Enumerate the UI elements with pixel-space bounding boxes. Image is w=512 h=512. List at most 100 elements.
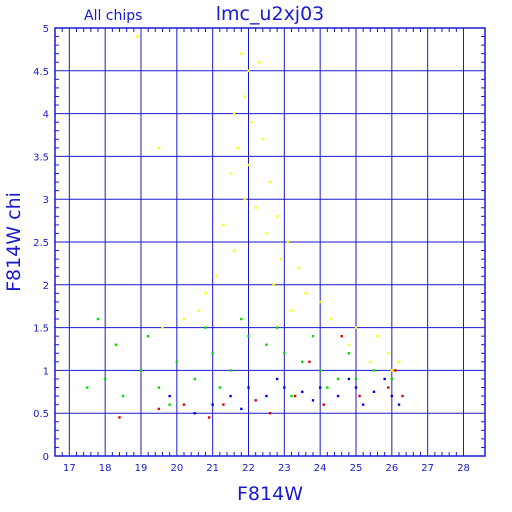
- data-point: [218, 386, 222, 389]
- data-point: [232, 249, 236, 252]
- data-point: [118, 416, 121, 419]
- data-point: [157, 386, 161, 389]
- data-point: [290, 309, 293, 312]
- data-point: [193, 377, 196, 381]
- data-point: [372, 390, 376, 393]
- y-tick-label: 3: [43, 195, 49, 206]
- x-tick-label: 21: [206, 463, 219, 474]
- data-point: [232, 112, 236, 115]
- data-point: [394, 369, 397, 372]
- data-point: [157, 146, 161, 150]
- data-point: [204, 326, 207, 329]
- data-point: [211, 352, 214, 355]
- data-point: [247, 386, 250, 389]
- x-tick-label: 22: [242, 463, 255, 474]
- data-point: [279, 257, 282, 261]
- x-tick-label: 26: [385, 463, 398, 474]
- data-point: [347, 377, 351, 381]
- x-tick-label: 20: [170, 463, 183, 474]
- data-point: [308, 360, 311, 364]
- data-point: [383, 377, 386, 381]
- chart-subtitle: All chips: [84, 8, 142, 24]
- data-point: [301, 390, 304, 393]
- data-point: [275, 326, 279, 329]
- data-point: [229, 394, 232, 398]
- data-point: [369, 360, 372, 364]
- y-tick-label: 4.5: [33, 67, 49, 78]
- data-point: [354, 386, 358, 389]
- y-tick-label: 5: [43, 24, 49, 35]
- data-point: [347, 352, 351, 355]
- data-point: [250, 120, 254, 124]
- data-point: [157, 407, 161, 411]
- x-tick-label: 17: [63, 463, 76, 474]
- data-point: [301, 360, 304, 364]
- data-point: [182, 317, 186, 321]
- data-point: [372, 369, 376, 372]
- tick-marks: [55, 28, 485, 456]
- x-tick-label: 28: [457, 463, 470, 474]
- y-tick-label: 3.5: [33, 152, 49, 163]
- data-point: [318, 369, 322, 372]
- y-axis-label: F814W chi: [3, 192, 25, 292]
- data-point: [254, 399, 257, 402]
- data-point: [268, 412, 272, 415]
- data-point: [318, 386, 322, 389]
- data-point: [397, 403, 401, 406]
- data-point: [265, 343, 268, 346]
- x-tick-label: 27: [421, 463, 434, 474]
- data-point: [268, 180, 272, 184]
- x-tick-labels: 17 18 19 20 21 22 23 24 25 26 27 28: [63, 463, 470, 474]
- data-point: [240, 317, 243, 321]
- y-tick-label: 1: [43, 366, 49, 377]
- data-point: [204, 292, 207, 295]
- data-point: [243, 198, 247, 201]
- x-tick-label: 18: [99, 463, 112, 474]
- data-point: [240, 52, 243, 55]
- data-point: [401, 394, 404, 398]
- data-point: [390, 369, 394, 372]
- data-point: [136, 35, 139, 38]
- data-point: [161, 326, 164, 329]
- y-tick-label: 2.5: [33, 238, 49, 249]
- data-point: [329, 317, 333, 321]
- data-point: [243, 95, 247, 98]
- data-point: [258, 61, 261, 64]
- y-tick-label: 2: [43, 281, 49, 292]
- data-point: [229, 369, 232, 372]
- data-point: [222, 403, 225, 406]
- data-point: [283, 352, 286, 355]
- data-point: [318, 300, 322, 304]
- data-point: [290, 394, 293, 398]
- y-tick-label: 4: [43, 110, 49, 121]
- data-point: [358, 394, 361, 398]
- data-point: [293, 394, 297, 398]
- y-tick-label: 1.5: [33, 324, 49, 335]
- data-point: [222, 223, 225, 227]
- data-point: [286, 240, 290, 244]
- data-point: [215, 275, 218, 278]
- data-points: [86, 35, 404, 419]
- grid-lines: [55, 27, 485, 457]
- data-point: [236, 146, 239, 150]
- data-point: [197, 309, 200, 312]
- data-point: [336, 377, 340, 381]
- data-point: [354, 326, 358, 329]
- data-point: [146, 334, 150, 338]
- data-point: [397, 360, 401, 364]
- data-point: [96, 317, 100, 321]
- data-point: [304, 292, 308, 295]
- x-tick-label: 25: [350, 463, 363, 474]
- data-point: [297, 266, 300, 269]
- chart-title: lmc_u2xj03: [216, 3, 325, 25]
- data-point: [168, 403, 171, 406]
- x-tick-label: 19: [135, 463, 148, 474]
- data-point: [361, 403, 365, 406]
- data-point: [387, 352, 390, 355]
- data-point: [182, 403, 186, 406]
- data-point: [261, 138, 265, 141]
- data-point: [247, 69, 250, 72]
- data-point: [211, 403, 214, 406]
- data-point: [139, 369, 143, 372]
